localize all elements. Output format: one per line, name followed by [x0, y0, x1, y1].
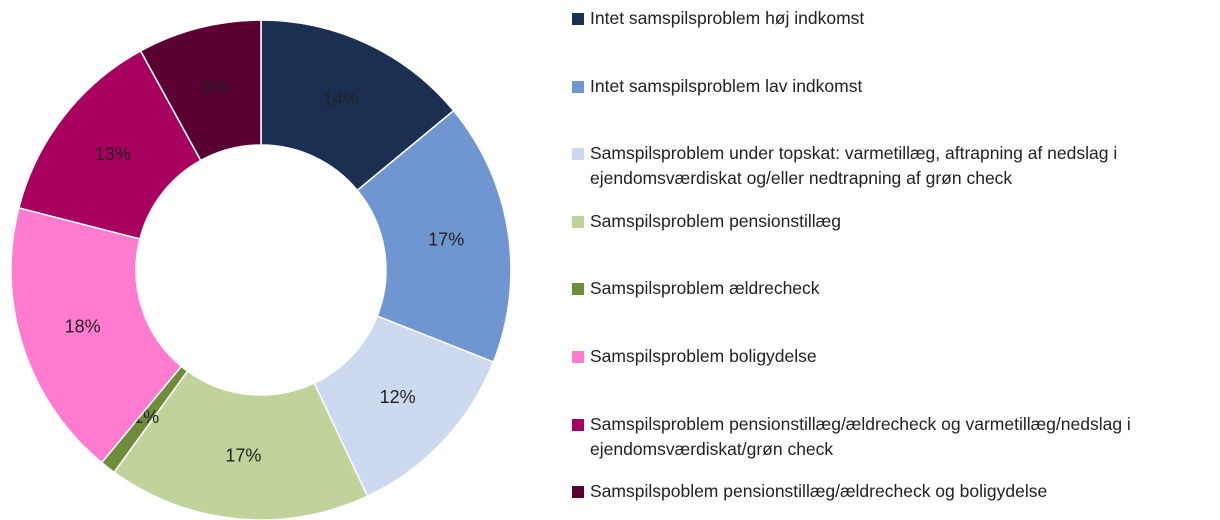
legend-swatch — [572, 418, 584, 431]
legend-label: Samspilsproblem boligydelse — [590, 346, 817, 366]
legend-swatch — [572, 13, 584, 25]
data-label: 13% — [95, 144, 131, 164]
legend-item: Samspilsproblem pensionstillæg — [572, 209, 1220, 234]
donut-slice — [260, 19, 455, 192]
data-label: 17% — [428, 229, 464, 249]
legend-label: Samspilsproblem pensionstillæg — [590, 210, 841, 231]
legend-item: Samspilsproblem boligydelse — [572, 344, 1220, 369]
legend-item: Samspilsproblem pensionstillæg/ældrechec… — [572, 412, 1220, 462]
donut-slice — [10, 206, 183, 464]
legend-item: Samspilspoblem pensionstillæg/ældrecheck… — [572, 479, 1220, 504]
data-label: 18% — [65, 317, 101, 337]
legend-swatch — [572, 215, 584, 228]
legend-label: Intet samspilsproblem lav indkomst — [590, 75, 863, 96]
data-label: 8% — [201, 77, 227, 97]
donut-slice — [139, 19, 262, 162]
data-label: 17% — [225, 445, 261, 465]
legend-label: Intet samspilsproblem høj indkomst — [590, 8, 865, 28]
legend-item: Intet samspilsproblem lav indkomst — [572, 74, 1220, 99]
legend-label: Samspilsproblem pensionstillæg/ældrechec… — [590, 413, 1131, 459]
chart: 14%17%12%17%1%18%13%8% — [10, 19, 512, 520]
legend-swatch — [572, 351, 584, 363]
donut-slice — [113, 370, 369, 520]
legend-item: Intet samspilsproblem høj indkomst — [572, 6, 1220, 31]
legend-label: Samspilsproblem under topskat: varmetill… — [590, 143, 1118, 189]
legend-item: Samspilsproblem ældrecheck — [572, 276, 1220, 301]
legend-swatch — [572, 283, 584, 296]
legend-label: Samspilspoblem pensionstillæg/ældrecheck… — [590, 481, 1048, 502]
legend-swatch — [572, 486, 584, 499]
donut-slice — [356, 109, 512, 364]
data-label: 14% — [323, 89, 359, 109]
data-label: 12% — [380, 387, 416, 407]
legend-swatch — [572, 148, 584, 161]
donut-slice — [17, 49, 202, 240]
legend-label: Samspilsproblem ældrecheck — [590, 278, 820, 299]
legend-swatch — [572, 80, 584, 93]
legend-item: Samspilsproblem under topskat: varmetill… — [572, 141, 1220, 191]
